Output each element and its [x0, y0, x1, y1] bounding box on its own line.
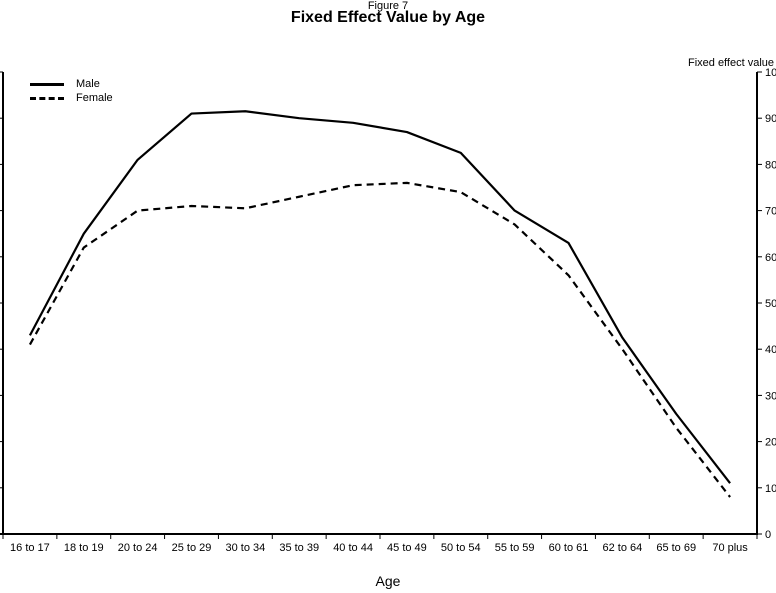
series-line-female [28, 181, 731, 498]
y-tick-label: 30 [765, 390, 776, 402]
x-tick-label: 60 to 61 [549, 542, 589, 554]
series-line-male [28, 110, 731, 484]
y-axis-title: Fixed effect value [687, 57, 774, 69]
legend-item-male: Male [30, 77, 113, 91]
y-tick-label: 90 [765, 113, 776, 125]
x-tick-label: 62 to 64 [602, 542, 642, 554]
x-tick-label: 25 to 29 [172, 542, 212, 554]
x-tick-label: 45 to 49 [387, 542, 427, 554]
chart-title: Fixed Effect Value by Age [290, 9, 486, 26]
x-tick-label: 16 to 17 [10, 542, 50, 554]
y-tick-label: 40 [765, 344, 776, 356]
legend-label-male: Male [76, 78, 100, 90]
dashed-line-icon [30, 96, 64, 100]
x-tick-label: 55 to 59 [495, 542, 535, 554]
y-tick-label: 70 [765, 206, 776, 218]
legend: Male Female [30, 77, 113, 105]
y-tick-label: 80 [765, 159, 776, 171]
solid-line-icon [30, 82, 64, 86]
figure-label: Figure 7 [367, 0, 409, 12]
x-tick-label: 20 to 24 [118, 542, 158, 554]
x-tick-label: 50 to 54 [441, 542, 481, 554]
x-tick-label: 65 to 69 [656, 542, 696, 554]
y-tick-label: 100 [765, 67, 776, 79]
y-tick-label: 50 [765, 298, 776, 310]
y-tick-label: 10 [765, 483, 776, 495]
x-tick-label: 40 to 44 [333, 542, 373, 554]
x-tick-label: 30 to 34 [225, 542, 265, 554]
x-tick-label: 70 plus [712, 542, 748, 554]
y-tick-label: 0 [765, 529, 771, 541]
x-axis-title: Age [375, 573, 401, 589]
x-tick-label: 35 to 39 [279, 542, 319, 554]
y-tick-label: 60 [765, 252, 776, 264]
legend-label-female: Female [76, 92, 113, 104]
y-tick-label: 20 [765, 437, 776, 449]
legend-item-female: Female [30, 91, 113, 105]
x-tick-label: 18 to 19 [64, 542, 104, 554]
